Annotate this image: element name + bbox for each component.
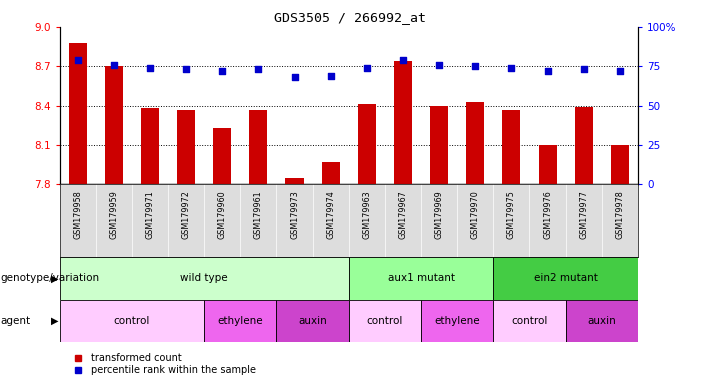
Bar [60, 257, 348, 300]
Text: GSM179975: GSM179975 [507, 190, 516, 239]
Text: GSM179960: GSM179960 [218, 190, 226, 239]
Text: ein2 mutant: ein2 mutant [533, 273, 597, 283]
Bar [394, 61, 412, 184]
Point [289, 74, 300, 80]
Text: control: control [367, 316, 403, 326]
Bar [104, 66, 123, 184]
Bar [60, 300, 204, 342]
Bar [276, 300, 348, 342]
Text: GSM179977: GSM179977 [579, 190, 588, 239]
Text: GSM179978: GSM179978 [615, 190, 625, 239]
Point [433, 61, 444, 68]
Point [578, 66, 590, 73]
Bar [285, 178, 304, 184]
Point [325, 73, 336, 79]
Point [397, 57, 409, 63]
Point [614, 68, 625, 74]
Text: control: control [511, 316, 547, 326]
Bar [348, 257, 494, 300]
Text: GSM179958: GSM179958 [73, 190, 82, 239]
Point [108, 61, 119, 68]
Legend: transformed count, percentile rank within the sample: transformed count, percentile rank withi… [64, 349, 259, 379]
Point [361, 65, 372, 71]
Text: ▶: ▶ [50, 316, 58, 326]
Text: GSM179961: GSM179961 [254, 190, 263, 239]
Bar [494, 257, 638, 300]
Text: GSM179971: GSM179971 [145, 190, 154, 239]
Bar [177, 109, 195, 184]
Point [217, 68, 228, 74]
Point [72, 57, 83, 63]
Text: wild type: wild type [180, 273, 228, 283]
Bar [250, 109, 267, 184]
Point [180, 66, 191, 73]
Text: auxin: auxin [298, 316, 327, 326]
Bar [575, 107, 593, 184]
Text: GSM179972: GSM179972 [182, 190, 191, 239]
Bar [611, 145, 629, 184]
Text: agent: agent [1, 316, 31, 326]
Text: genotype/variation: genotype/variation [1, 273, 100, 283]
Point [253, 66, 264, 73]
Text: GDS3505 / 266992_at: GDS3505 / 266992_at [275, 12, 426, 25]
Text: GSM179967: GSM179967 [398, 190, 407, 239]
Text: GSM179959: GSM179959 [109, 190, 118, 239]
Bar [358, 104, 376, 184]
Point [470, 63, 481, 70]
Text: GSM179974: GSM179974 [326, 190, 335, 239]
Bar [430, 106, 448, 184]
Bar [538, 145, 557, 184]
Bar [348, 300, 421, 342]
Bar [494, 300, 566, 342]
Bar [204, 300, 276, 342]
Bar [466, 102, 484, 184]
Text: GSM179973: GSM179973 [290, 190, 299, 239]
Point [144, 65, 156, 71]
Text: aux1 mutant: aux1 mutant [388, 273, 454, 283]
Point [542, 68, 553, 74]
Text: ethylene: ethylene [217, 316, 263, 326]
Text: GSM179976: GSM179976 [543, 190, 552, 239]
Bar [69, 43, 87, 184]
Bar [213, 128, 231, 184]
Text: auxin: auxin [587, 316, 616, 326]
Text: ▶: ▶ [50, 273, 58, 283]
Text: control: control [114, 316, 150, 326]
Text: GSM179970: GSM179970 [471, 190, 479, 239]
Bar [322, 162, 340, 184]
Bar [421, 300, 494, 342]
Bar [503, 109, 520, 184]
Text: ethylene: ethylene [435, 316, 480, 326]
Text: GSM179963: GSM179963 [362, 190, 372, 239]
Bar [566, 300, 638, 342]
Point [506, 65, 517, 71]
Text: GSM179969: GSM179969 [435, 190, 444, 239]
Bar [141, 108, 159, 184]
